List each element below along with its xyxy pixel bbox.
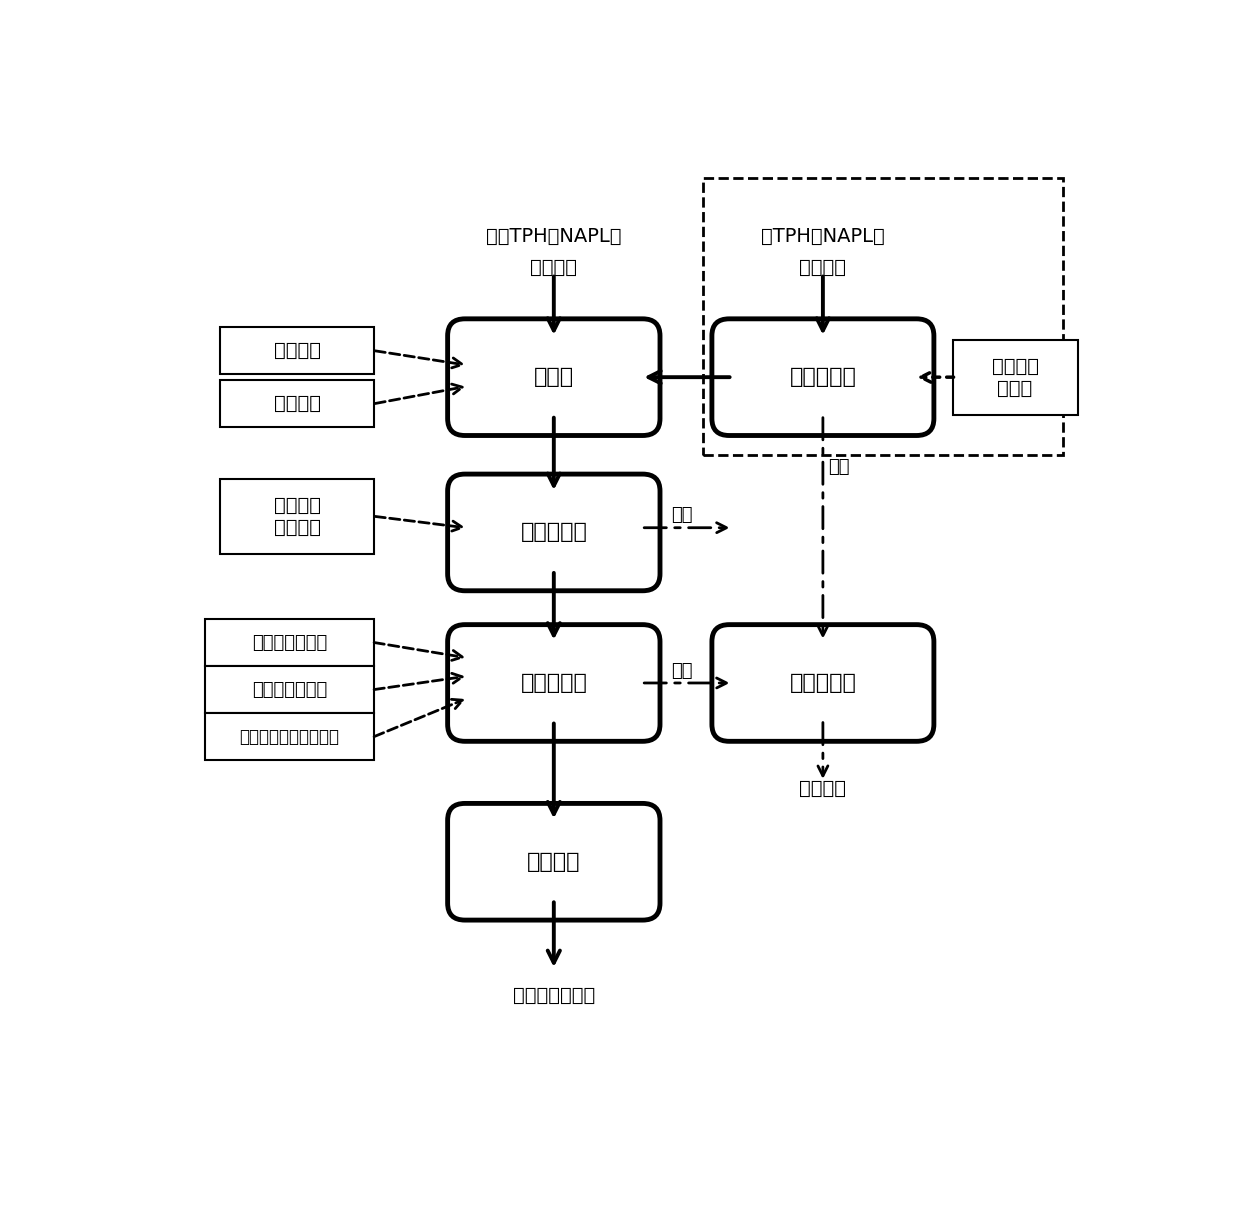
Text: 氧化试剂
投加装置: 氧化试剂 投加装置 <box>274 496 321 536</box>
Text: 碱液储罐: 碱液储罐 <box>274 341 321 360</box>
Bar <box>703 177 1063 456</box>
Bar <box>206 714 373 760</box>
Bar <box>206 666 373 714</box>
Text: 活性炭罐: 活性炭罐 <box>527 852 580 871</box>
Text: 高级氧化罐: 高级氧化罐 <box>521 523 588 543</box>
Text: 含TPH或NAPL相: 含TPH或NAPL相 <box>761 226 885 246</box>
Text: 污泥: 污泥 <box>671 506 692 524</box>
Text: 污泥: 污泥 <box>671 662 692 679</box>
FancyBboxPatch shape <box>448 803 660 920</box>
Text: 混凝剂投加装置: 混凝剂投加装置 <box>252 633 327 651</box>
Bar <box>952 340 1078 414</box>
Text: 不含TPH或NAPL相: 不含TPH或NAPL相 <box>486 226 621 246</box>
Text: 污泥浓缩池: 污泥浓缩池 <box>790 673 857 693</box>
Text: 有机污水: 有机污水 <box>531 258 578 276</box>
Text: 重金属捕捉剂投加装置: 重金属捕捉剂投加装置 <box>239 727 340 745</box>
FancyBboxPatch shape <box>448 624 660 742</box>
Bar <box>221 479 374 554</box>
Text: 达标排放或回用: 达标排放或回用 <box>512 986 595 1004</box>
Text: 混凝沉淀池: 混凝沉淀池 <box>521 673 588 693</box>
Text: 污泥外运: 污泥外运 <box>800 778 847 798</box>
FancyBboxPatch shape <box>448 474 660 590</box>
Bar <box>206 620 373 666</box>
FancyBboxPatch shape <box>448 319 660 435</box>
Text: 酸液储罐: 酸液储罐 <box>274 393 321 413</box>
Text: 有机污水: 有机污水 <box>800 258 847 276</box>
Text: 絮凝剂投加装置: 絮凝剂投加装置 <box>252 681 327 699</box>
Bar <box>221 380 374 426</box>
Text: 调节池: 调节池 <box>533 367 574 387</box>
Text: 破乳隔油池: 破乳隔油池 <box>790 367 857 387</box>
Text: 破乳剂投
加装置: 破乳剂投 加装置 <box>992 357 1039 397</box>
Text: 浮渣: 浮渣 <box>828 457 849 475</box>
FancyBboxPatch shape <box>712 319 934 435</box>
Bar <box>221 327 374 374</box>
FancyBboxPatch shape <box>712 624 934 742</box>
